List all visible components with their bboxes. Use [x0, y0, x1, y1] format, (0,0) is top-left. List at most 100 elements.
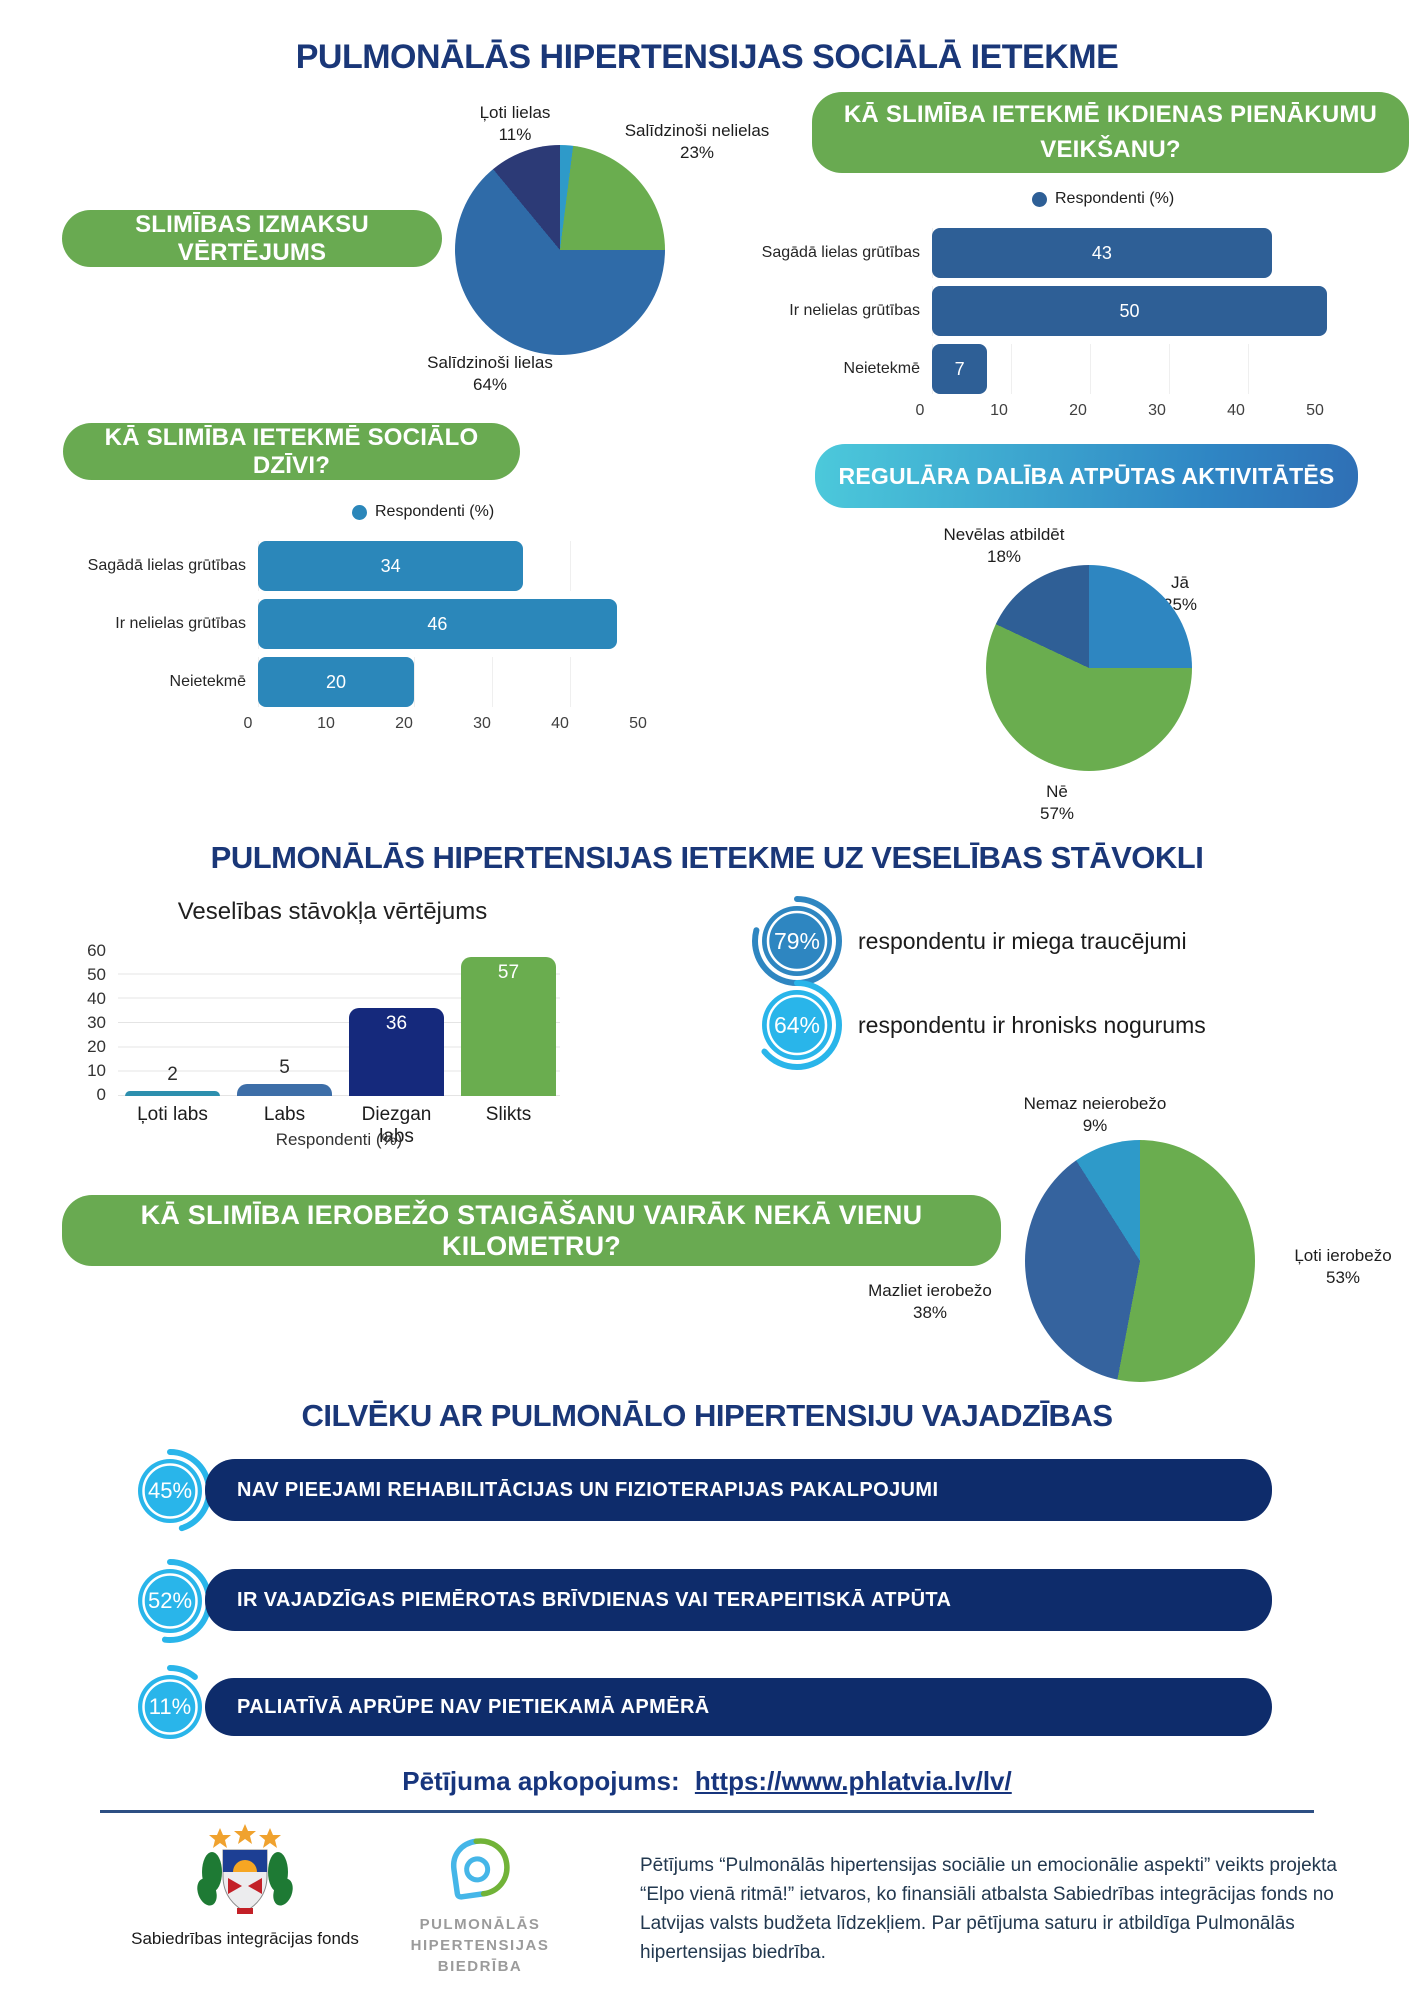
bar-value: 43 — [1091, 242, 1112, 263]
bar-row: Sagādā lielas grūtības 43 — [750, 228, 1330, 278]
walking-pie-label-nemaz: Nemaz neierobežo 9% — [1005, 1093, 1185, 1137]
walking-pie-chart — [1025, 1140, 1255, 1382]
bar: 7 — [932, 344, 988, 394]
slice-label: Ļoti ierobežo — [1294, 1246, 1392, 1265]
stat-badge-fatigue: 64% — [751, 979, 843, 1071]
axis-tick: 30 — [87, 1013, 106, 1032]
need-badge-1: 45% — [127, 1448, 213, 1534]
axis-tick: 50 — [87, 965, 106, 984]
axis-tick: 30 — [1148, 402, 1166, 419]
axis-tick: 50 — [629, 715, 647, 732]
bar-category-label: Ir nelielas grūtības — [115, 615, 246, 632]
social-life-pill: KĀ SLIMĪBA IETEKMĒ SOCIĀLO DZĪVI? — [63, 423, 520, 480]
ph-caption-line: PULMONĀLĀS — [419, 1916, 541, 1933]
bar-value: 46 — [427, 613, 448, 634]
slice-pct: 57% — [1039, 804, 1075, 824]
bar-track: 7 — [932, 344, 1327, 394]
legend-label: Respondenti (%) — [375, 503, 495, 520]
bar-value: 36 — [385, 1013, 408, 1035]
stat-value: 79% — [773, 927, 821, 954]
axis-tick: 40 — [1227, 402, 1245, 419]
slice-label: Mazliet ierobežo — [868, 1281, 992, 1300]
bar-row: Ir nelielas grūtības 50 — [750, 286, 1330, 336]
need-pill-2: IR VAJADZĪGAS PIEMĒROTAS BRĪVDIENAS VAI … — [205, 1569, 1272, 1631]
axis-tick: 10 — [87, 1061, 106, 1080]
summary-prefix: Pētījuma apkopojums: — [402, 1766, 680, 1796]
bar-track: 34 — [258, 541, 648, 591]
bar-row: Neietekmē 7 — [750, 344, 1330, 394]
bar-track: 43 — [932, 228, 1327, 278]
axis-tick: 20 — [1069, 402, 1087, 419]
daily-duties-pill: KĀ SLIMĪBA IETEKMĒ IKDIENAS PIENĀKUMU VE… — [812, 92, 1409, 173]
costs-pie-chart — [455, 145, 665, 355]
slice-pct: 9% — [1082, 1116, 1108, 1136]
bar: 20 — [258, 657, 414, 707]
need-pill-1: NAV PIEEJAMI REHABILITĀCIJAS UN FIZIOTER… — [205, 1459, 1272, 1521]
walking-pie-label-loti: Ļoti ierobežo 53% — [1268, 1245, 1414, 1289]
ph-biedriba-logo — [450, 1838, 510, 1900]
summary-link[interactable]: https://www.phlatvia.lv/lv/ — [694, 1766, 1012, 1796]
ph-caption: PULMONĀLĀS HIPERTENSIJAS BIEDRĪBA — [380, 1914, 580, 1977]
bar-value: 20 — [325, 671, 347, 692]
leisure-pill: REGULĀRA DALĪBA ATPŪTAS AKTIVITĀTĒS — [815, 444, 1358, 508]
bar: 5 — [237, 1057, 332, 1096]
slice-pct: 18% — [986, 547, 1022, 567]
summary-line: Pētījuma apkopojums: https://www.phlatvi… — [0, 1766, 1414, 1797]
stat-text-sleep: respondentu ir miega traucējumi — [858, 928, 1187, 954]
axis-tick: 0 — [243, 715, 253, 732]
x-axis-label: Respondenti (%) — [275, 1130, 403, 1149]
axis-tick: 30 — [473, 715, 491, 732]
costs-pie-label-salidzinosi-lielas: Salīdzinoši lielas 64% — [390, 352, 590, 396]
need-value: 52% — [147, 1588, 193, 1613]
bar: 50 — [932, 286, 1327, 336]
need-badge-3: 11% — [127, 1664, 213, 1750]
bar-value: 7 — [954, 358, 965, 379]
daily-duties-legend: Respondenti (%) — [1032, 190, 1174, 208]
walking-pie-label-mazliet: Mazliet ierobežo 38% — [850, 1280, 1010, 1324]
legend-dot-icon — [1032, 191, 1047, 207]
stat-value: 64% — [773, 1011, 821, 1038]
axis-tick: 0 — [96, 1085, 106, 1104]
slice-label: Nē — [1046, 782, 1068, 801]
need-pill-3: PALIATĪVĀ APRŪPE NAV PIETIEKAMĀ APMĒRĀ — [205, 1678, 1272, 1736]
legend-label: Respondenti (%) — [1055, 190, 1175, 207]
bar: 46 — [258, 599, 617, 649]
bar-category-label: Sagādā lielas grūtības — [761, 244, 920, 261]
bar-category-label: Neietekmē — [843, 360, 920, 377]
bar-row: Neietekmē 20 — [58, 657, 648, 707]
slice-pct: 64% — [472, 375, 508, 395]
social-life-legend: Respondenti (%) — [352, 503, 494, 521]
percent-ring-icon — [752, 980, 842, 1070]
axis-tick: 40 — [551, 715, 569, 732]
costs-pie-label-salidzinosi-nelielas: Salīdzinoši nelielas 23% — [592, 120, 802, 164]
bar: 57 — [461, 957, 556, 1096]
slice-label: Nemaz neierobežo — [1023, 1094, 1167, 1113]
slice-label: Salīdzinoši lielas — [427, 353, 553, 372]
page-title: PULMONĀLĀS HIPERTENSIJAS SOCIĀLĀ IETEKME — [295, 38, 1119, 76]
axis-tick: 50 — [1306, 402, 1324, 419]
legend-dot-icon — [352, 504, 367, 520]
bar-category-label: Labs — [263, 1104, 306, 1125]
axis-tick: 20 — [87, 1037, 106, 1056]
bar-value: 2 — [167, 1064, 178, 1086]
axis-tick: 10 — [317, 715, 335, 732]
slice-pct: 11% — [498, 125, 532, 145]
stat-badge-sleep: 79% — [751, 895, 843, 987]
daily-duties-bar-chart: Sagādā lielas grūtības 43 Ir nelielas gr… — [750, 228, 1330, 424]
health-bar-chart: 2 5 36 57 — [118, 950, 560, 1096]
bar-category-label: Slikts — [485, 1104, 532, 1125]
x-axis: 0 10 20 30 40 50 — [244, 715, 647, 737]
axis-tick: 10 — [990, 402, 1008, 419]
axis-tick: 60 — [87, 941, 106, 960]
bar: 34 — [258, 541, 524, 591]
sif-coat-of-arms-logo — [197, 1824, 293, 1914]
axis-tick: 0 — [915, 402, 925, 419]
x-axis: 0 10 20 30 40 50 — [916, 402, 1324, 424]
slice-label: Salīdzinoši nelielas — [624, 121, 770, 140]
y-axis: 60 50 40 30 20 10 0 — [58, 941, 106, 1105]
section-needs-title: CILVĒKU AR PULMONĀLO HIPERTENSIJU VAJADZ… — [301, 1398, 1113, 1433]
bar-row: Sagādā lielas grūtības 34 — [58, 541, 648, 591]
leisure-pie-label-nevelas: Nevēlas atbildēt 18% — [904, 524, 1104, 568]
bar-category-label: Sagādā lielas grūtības — [87, 557, 246, 574]
